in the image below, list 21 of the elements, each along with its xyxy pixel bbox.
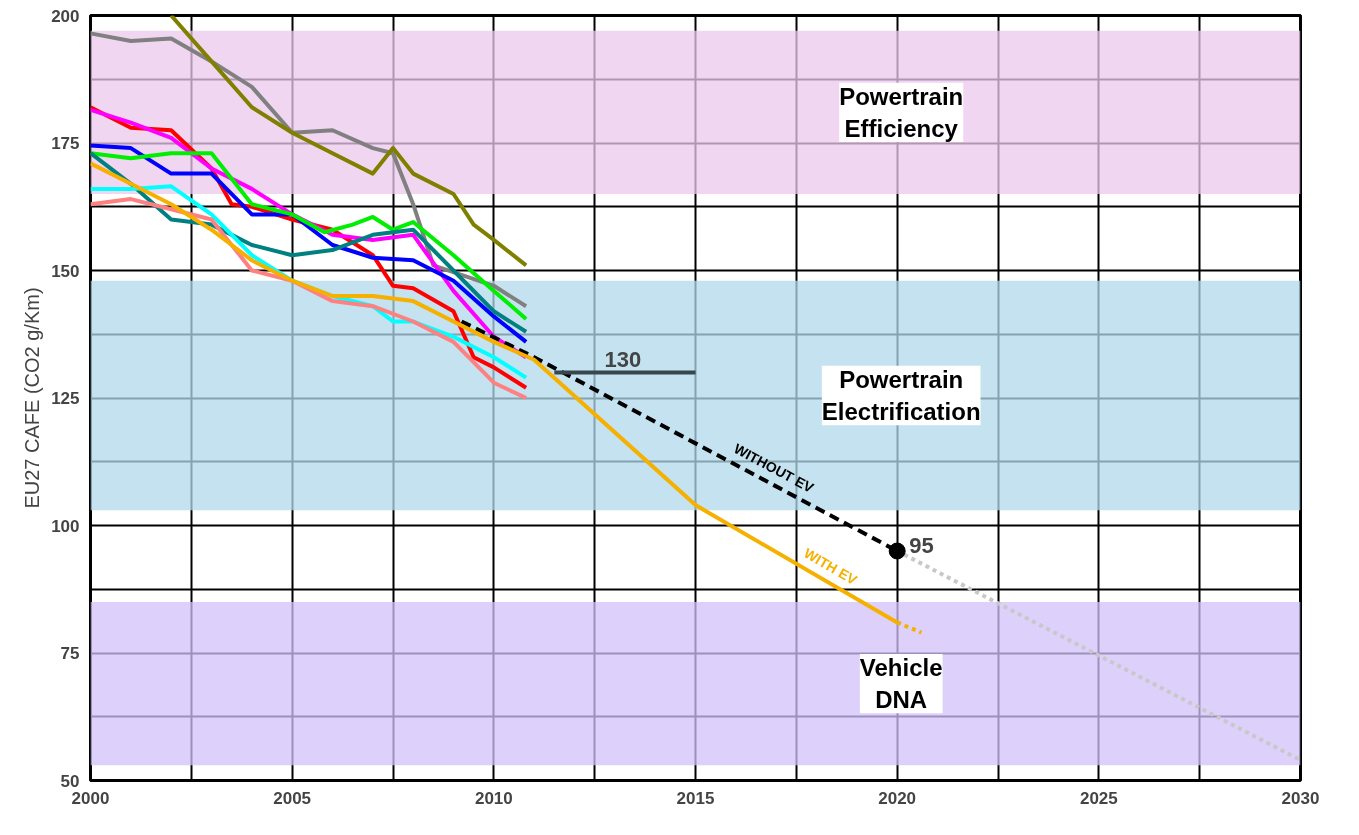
y-tick-label: 200: [51, 6, 80, 26]
y-tick-label: 125: [51, 389, 80, 408]
x-tick-label: 2015: [676, 788, 715, 808]
annotation: 130: [604, 346, 642, 372]
band-label: Vehicle DNA: [859, 653, 943, 714]
y-tick-label: 50: [60, 771, 80, 791]
x-tick-label: 2005: [273, 788, 312, 808]
y-axis-title: EU27 CAFE (CO2 g/Km): [21, 287, 44, 509]
y-tick-label: 150: [51, 261, 80, 281]
x-tick-label: 2025: [1079, 788, 1118, 808]
x-tick-label: 2030: [1281, 788, 1320, 808]
y-tick-label: 75: [60, 644, 80, 663]
band-label: Powertrain Electrification: [821, 365, 981, 426]
y-tick-label: 100: [51, 516, 80, 536]
x-tick-label: 2000: [71, 788, 110, 808]
band-label: Powertrain Efficiency: [839, 82, 964, 143]
x-tick-label: 2010: [474, 788, 513, 808]
y-tick-label: 175: [51, 134, 80, 153]
annotation: 95: [909, 532, 934, 558]
x-tick-label: 2020: [878, 788, 917, 808]
line-series: [169, 15, 529, 268]
